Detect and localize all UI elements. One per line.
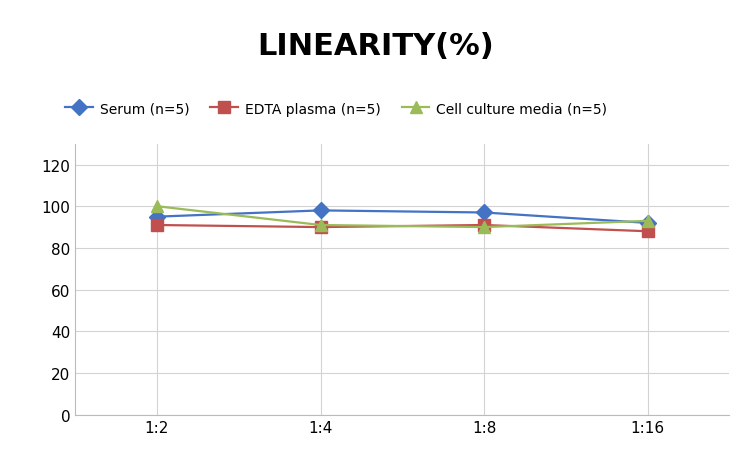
Text: LINEARITY(%): LINEARITY(%)	[258, 32, 494, 60]
Legend: Serum (n=5), EDTA plasma (n=5), Cell culture media (n=5): Serum (n=5), EDTA plasma (n=5), Cell cul…	[59, 97, 613, 122]
